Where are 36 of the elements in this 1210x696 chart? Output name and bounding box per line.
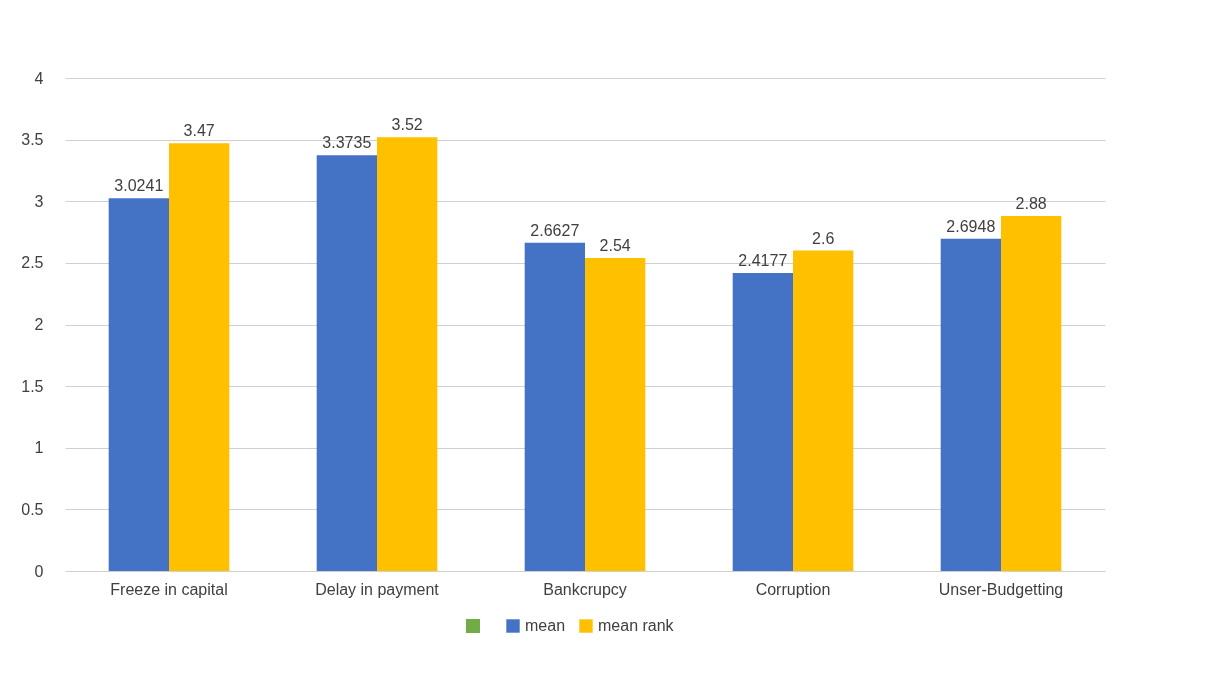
x-tick-label: Delay in payment bbox=[315, 580, 440, 598]
x-tick-label: Unser-Budgetting bbox=[938, 580, 1064, 598]
data-label: 2.6 bbox=[812, 229, 835, 247]
y-tick-label: 3 bbox=[34, 192, 44, 210]
bar bbox=[793, 250, 854, 571]
bar bbox=[1001, 216, 1062, 571]
y-tick-label: 0 bbox=[34, 562, 44, 580]
legend-label: mean rank bbox=[598, 617, 675, 634]
data-label: 2.54 bbox=[599, 236, 631, 254]
x-tick-label: Freeze in capital bbox=[110, 580, 228, 598]
data-label: 3.0241 bbox=[114, 177, 164, 195]
x-tick-label: Bankcrupcy bbox=[543, 580, 627, 598]
y-tick-label: 2.5 bbox=[21, 254, 44, 272]
legend-label: mean bbox=[525, 617, 566, 634]
y-tick-label: 1.5 bbox=[21, 377, 44, 395]
x-tick-label: Corruption bbox=[755, 580, 831, 598]
bar bbox=[316, 155, 377, 571]
data-label: 2.88 bbox=[1015, 195, 1047, 213]
y-tick-label: 1 bbox=[34, 439, 44, 457]
bar bbox=[940, 238, 1001, 571]
data-label: 2.6627 bbox=[530, 221, 580, 239]
bar bbox=[524, 242, 585, 571]
data-label: 3.3735 bbox=[322, 134, 372, 152]
bar bbox=[732, 273, 793, 571]
y-tick-label: 4 bbox=[34, 69, 44, 87]
bar bbox=[108, 198, 169, 571]
y-tick-label: 3.5 bbox=[21, 131, 44, 149]
data-label: 2.4177 bbox=[738, 252, 788, 270]
bar bbox=[169, 143, 230, 571]
data-label: 3.47 bbox=[183, 122, 215, 140]
bar bbox=[377, 137, 438, 571]
y-tick-label: 0.5 bbox=[21, 500, 44, 518]
bar bbox=[585, 257, 646, 571]
data-label: 2.6948 bbox=[946, 217, 996, 235]
y-tick-label: 2 bbox=[34, 316, 44, 333]
data-label: 3.52 bbox=[391, 116, 423, 134]
